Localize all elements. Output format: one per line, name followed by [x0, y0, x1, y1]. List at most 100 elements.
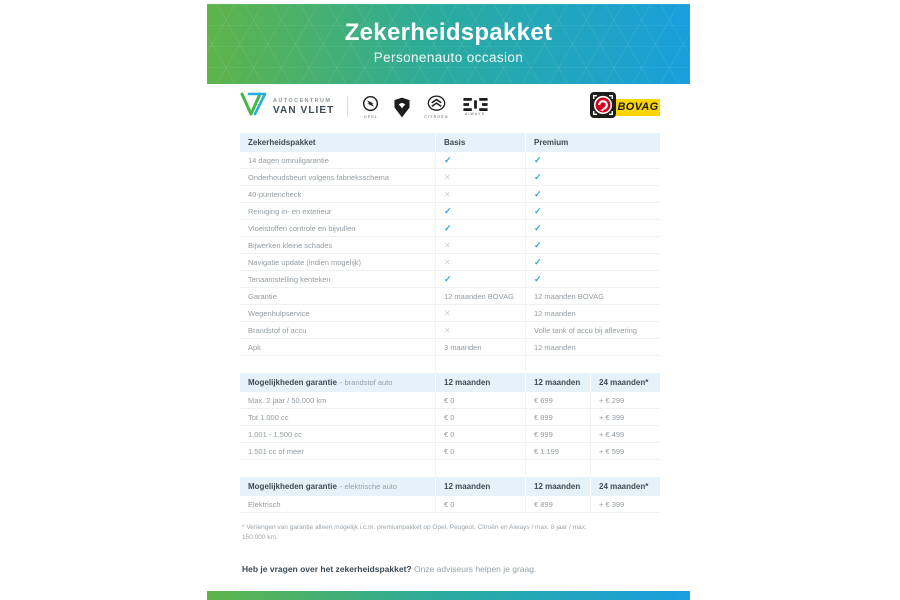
gap-cell [525, 460, 590, 477]
table-row: Bijwerken kleine schades ✕ ✓ [240, 237, 660, 254]
gap-cell [590, 460, 660, 477]
footnote-line1: * Verlengen van garantie alleen mogelijk… [242, 524, 587, 531]
check-icon: ✓ [534, 171, 542, 182]
cross-icon: ✕ [444, 308, 451, 318]
cell-text: € 999 [534, 429, 553, 439]
fuel-table-body: Max. 2 jaar / 50.000 km € 0 € 699 + € 299 To… [240, 392, 660, 460]
table-row: Reiniging in- en exterieur ✓ ✓ [240, 203, 660, 220]
row-label: Vloeistoffen controle en bijvullen [248, 223, 356, 233]
cell-text: Volle tank of accu bij aflevering [534, 325, 637, 335]
bovag-logo: BOVAG [590, 91, 660, 123]
fuel-table-title-bold: Mogelijkheden garantie [248, 378, 337, 387]
check-icon: ✓ [534, 273, 542, 284]
bottom-gradient-bar [207, 591, 690, 600]
check-icon: ✓ [534, 154, 542, 165]
opel-logo: OPEL [361, 95, 380, 119]
cell-text: 3 maanden [444, 342, 482, 352]
row-label: 1.501 cc of meer [248, 446, 304, 456]
row-value: + € 499 [590, 426, 660, 442]
fuel-header-12m-premium: 12 maanden [525, 373, 590, 392]
fuel-table-title: Mogelijkheden garantie - brandstof auto [240, 373, 435, 392]
row-value: € 0 [435, 443, 525, 459]
brand-logos: OPEL CITROËN [361, 95, 488, 119]
electric-header-12m-premium: 12 maanden [525, 477, 590, 496]
row-value: ✓ [525, 169, 660, 185]
gap-cell [240, 356, 435, 373]
row-value: ✓ [525, 203, 660, 219]
opel-icon [363, 95, 379, 111]
page-title: Zekerheidspakket [344, 19, 553, 46]
row-label: Garantie [248, 291, 277, 301]
cell-text: 12 maanden [534, 308, 576, 318]
cell-text: 12 maanden BOVAG [534, 291, 604, 301]
table-row: Navigatie update (indien mogelijk) ✕ ✓ [240, 254, 660, 271]
electric-table-title-light: - elektrische auto [339, 482, 398, 491]
check-icon: ✓ [534, 256, 542, 267]
table-row: Tot 1.000 cc € 0 € 899 + € 399 [240, 409, 660, 426]
row-value: € 999 [525, 426, 590, 442]
table-row: 1.001 - 1.500 cc € 0 € 999 + € 499 [240, 426, 660, 443]
cell-text: + € 499 [599, 429, 625, 439]
row-value: 12 maanden [525, 305, 660, 321]
row-value: ✓ [435, 220, 525, 236]
row-value: ✓ [525, 152, 660, 168]
row-value: ✕ [435, 322, 525, 338]
row-value: € 899 [525, 496, 590, 512]
cross-icon: ✕ [444, 189, 451, 199]
row-value: + € 299 [590, 392, 660, 408]
row-label: Apk [248, 342, 261, 352]
cross-icon: ✕ [444, 240, 451, 250]
row-label: Tot 1.000 cc [248, 412, 289, 422]
electric-table-title-bold: Mogelijkheden garantie [248, 482, 337, 491]
cell-text: 12 maanden BOVAG [444, 291, 514, 301]
bovag-label: BOVAG [616, 98, 660, 116]
row-value: € 0 [435, 496, 525, 512]
package-header-premium: Premium [525, 133, 660, 152]
row-label: Tenaamstelling kenteken [248, 274, 331, 284]
dealer-logo: AUTOCENTRUM VAN VLIET [240, 92, 334, 122]
cell-text: € 899 [534, 499, 553, 509]
row-label: Onderhoudsbeurt volgens fabrieksschema [248, 172, 389, 182]
table-row: Max. 2 jaar / 50.000 km € 0 € 699 + € 299 [240, 392, 660, 409]
row-value: ✓ [435, 271, 525, 287]
cell-text: + € 399 [599, 412, 625, 422]
cell-text: € 0 [444, 395, 455, 405]
row-value: + € 399 [590, 496, 660, 512]
cell-text: € 0 [444, 446, 455, 456]
logo-divider [347, 97, 349, 117]
row-label: 40-puntencheck [248, 189, 302, 199]
row-value: € 0 [435, 426, 525, 442]
cell-text: € 0 [444, 429, 455, 439]
logo-row: AUTOCENTRUM VAN VLIET OPEL [240, 90, 660, 124]
footnote-line2: 150.000 km. [242, 534, 278, 541]
footnote: * Verlengen van garantie alleen mogelijk… [240, 523, 660, 543]
row-value: € 0 [435, 392, 525, 408]
row-label: Max. 2 jaar / 50.000 km [248, 395, 327, 405]
row-label: 14 dagen omruilgarantie [248, 155, 329, 165]
package-table-header: Zekerheidspakket Basis Premium [240, 133, 660, 152]
bovag-icon [590, 91, 616, 123]
row-label: Navigatie update (indien mogelijk) [248, 257, 361, 267]
dealer-name-line1: AUTOCENTRUM [273, 98, 332, 104]
table-row: Vloeistoffen controle en bijvullen ✓ ✓ [240, 220, 660, 237]
row-value: ✓ [525, 186, 660, 202]
row-value: € 699 [525, 392, 590, 408]
aiways-icon [462, 97, 488, 111]
table-gap [240, 460, 660, 477]
van-vliet-v7-icon [240, 92, 267, 122]
electric-header-24m: 24 maanden* [590, 477, 660, 496]
check-icon: ✓ [444, 205, 452, 216]
check-icon: ✓ [444, 273, 452, 284]
fuel-table-header: Mogelijkheden garantie - brandstof auto … [240, 373, 660, 392]
cross-icon: ✕ [444, 325, 451, 335]
row-label: Wegenhulpservice [248, 308, 310, 318]
table-row: 40-puntencheck ✕ ✓ [240, 186, 660, 203]
fuel-table-title-light: - brandstof auto [339, 378, 393, 387]
cross-icon: ✕ [444, 172, 451, 182]
aiways-logo: AIWAYS [462, 97, 488, 116]
table-row: 1.501 cc of meer € 0 € 1.199 + € 599 [240, 443, 660, 460]
dealer-name-line2: VAN VLIET [273, 105, 335, 116]
table-row: Tenaamstelling kenteken ✓ ✓ [240, 271, 660, 288]
row-value: 12 maanden BOVAG [435, 288, 525, 304]
